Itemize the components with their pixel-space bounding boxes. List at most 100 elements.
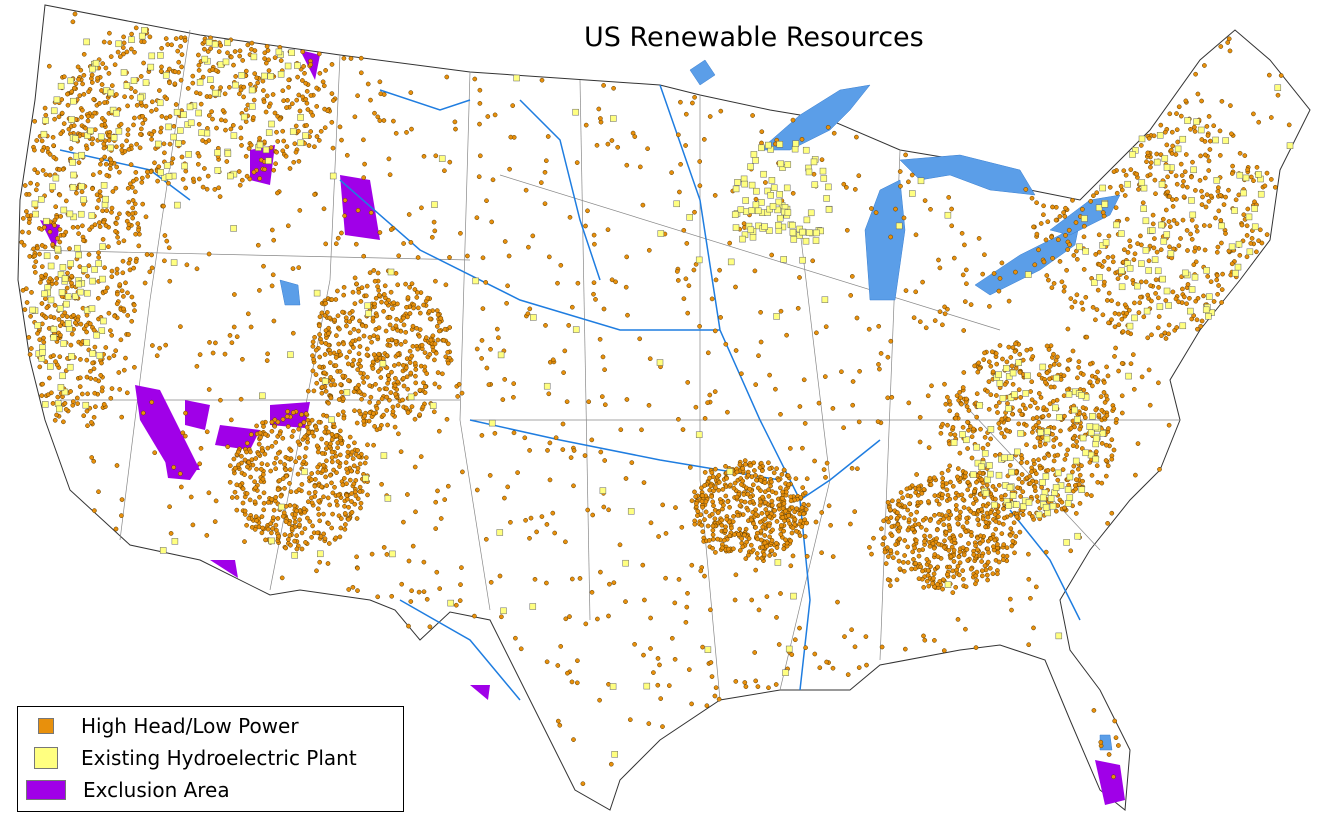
site-dot [915,492,921,498]
site-dot [878,351,884,356]
site-dot [769,252,775,258]
hydro-plant [41,401,49,408]
site-dot [950,483,956,489]
site-dot [1020,512,1026,518]
site-dot [1128,361,1134,367]
site-dot [743,461,748,467]
site-dot [271,167,277,173]
exclusion-area [340,175,380,240]
site-dot [1034,200,1039,206]
site-dot [196,176,202,182]
site-dot [99,88,104,93]
site-dot [304,424,310,430]
site-dot [927,518,933,523]
site-dot [964,281,969,287]
site-dot [408,240,414,245]
site-dot [308,129,314,134]
site-dot [1103,458,1109,463]
site-dot [940,483,946,489]
hydro-plant [1188,286,1196,293]
site-dot [1148,283,1153,289]
site-dot [113,229,118,234]
site-dot [61,74,67,80]
site-dot [1175,139,1181,145]
site-dot [885,354,891,360]
site-dot [284,414,290,419]
site-dot [322,370,327,376]
site-dot [954,393,960,399]
site-dot [907,501,912,507]
site-dot [138,74,144,79]
site-dot [793,476,799,482]
site-dot [1105,373,1111,379]
site-dot [912,517,918,523]
site-dot [406,212,412,217]
site-dot [1029,195,1035,201]
site-dot [385,338,391,343]
site-dot [108,54,114,59]
site-dot [208,46,213,51]
site-dot [1062,284,1067,290]
site-dot [361,137,366,143]
site-dot [882,549,888,555]
site-dot [162,258,167,264]
site-dot [259,514,265,519]
site-dot [919,491,925,496]
site-dot [748,494,753,500]
site-dot [1166,331,1171,337]
hydro-plant [1042,504,1050,511]
site-dot [919,524,924,530]
site-dot [757,519,763,525]
site-dot [444,416,450,422]
site-dot [960,424,966,430]
site-dot [331,467,336,473]
hydro-plant [1125,372,1132,380]
site-dot [779,472,785,477]
site-dot [999,430,1005,436]
site-dot [783,537,788,543]
site-dot [40,168,46,173]
site-dot [802,517,808,523]
site-dot [1039,484,1044,490]
site-dot [917,439,923,445]
site-dot [294,533,300,538]
site-dot [1176,299,1181,305]
site-dot [746,536,752,541]
site-dot [750,482,756,488]
site-dot [293,149,299,155]
site-dot [1016,421,1022,427]
site-dot [309,477,314,483]
site-dot [763,180,768,185]
site-dot [340,373,346,379]
site-dot [75,224,81,230]
site-dot [1104,442,1109,448]
site-dot [479,433,485,438]
site-dot [353,493,359,499]
site-dot [571,483,576,489]
site-dot [300,49,306,55]
site-dot [1000,521,1006,527]
site-dot [962,242,967,248]
site-dot [169,42,174,48]
site-dot [260,476,266,482]
site-dot [351,357,357,363]
site-dot [863,634,869,639]
site-dot [896,528,902,534]
site-dot [346,517,351,522]
hydro-plant [49,183,56,190]
hydro-plant [99,243,106,250]
site-dot [1074,292,1080,298]
site-dot [292,538,297,544]
site-dot [1088,198,1094,204]
site-dot [1228,103,1233,108]
site-dot [1009,543,1015,549]
site-dot [869,206,874,211]
site-dot [1029,397,1035,403]
hydro-plant [1113,221,1120,229]
site-dot [286,84,291,90]
site-dot [819,510,825,515]
site-dot [317,559,323,565]
site-dot [284,144,290,149]
site-dot [789,505,795,511]
site-dot [1244,233,1250,238]
